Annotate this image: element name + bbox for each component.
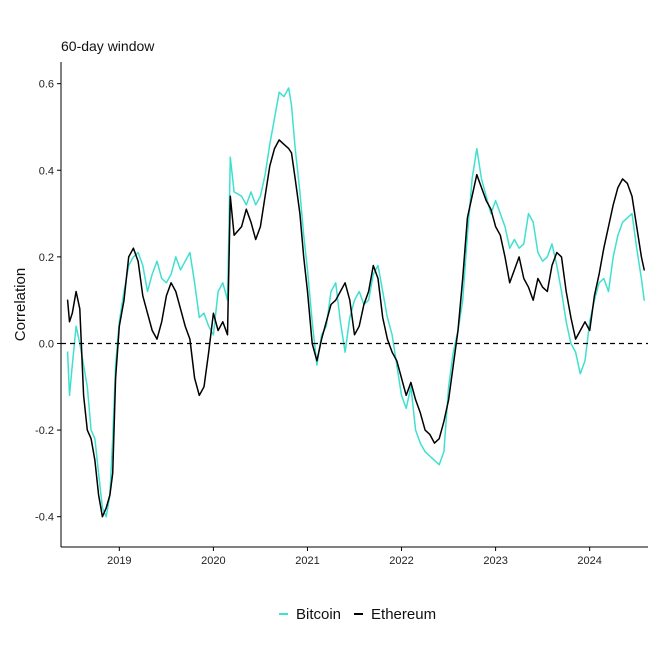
y-tick-label: 0.4 [39, 165, 54, 177]
y-tick-label: 0.6 [39, 79, 54, 91]
x-tick-label: 2019 [107, 555, 131, 567]
legend-label-bitcoin: Bitcoin [296, 606, 341, 623]
x-tick-label: 2022 [389, 555, 413, 567]
y-tick-label: 0.2 [39, 252, 54, 264]
y-tick-label: -0.2 [35, 425, 54, 437]
axes: -0.4 -0.2 0.0 0.2 0.4 0.6 2019 2020 2021 2022 2023… [35, 62, 648, 567]
series-line-bitcoin [66, 87, 645, 518]
y-tick-label: 0.0 [39, 338, 54, 350]
y-tick-label: -0.4 [35, 512, 54, 524]
legend-label-ethereum: Ethereum [371, 606, 436, 623]
x-tick-label: 2023 [483, 555, 507, 567]
x-tick-label: 2021 [295, 555, 319, 567]
y-axis-title: Correlation [12, 268, 29, 341]
chart-title: 60-day window [61, 38, 155, 54]
x-tick-label: 2024 [577, 555, 601, 567]
series-line-ethereum [66, 139, 645, 518]
plot-area [61, 87, 648, 518]
x-tick-label: 2020 [201, 555, 225, 567]
legend: Bitcoin Ethereum [279, 606, 436, 623]
